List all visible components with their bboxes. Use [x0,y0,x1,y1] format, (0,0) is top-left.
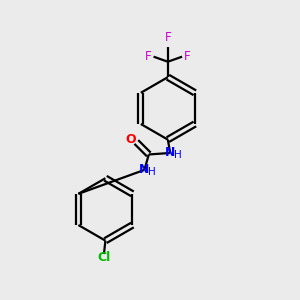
Text: F: F [184,50,191,63]
Text: N: N [165,146,175,160]
Text: N: N [139,164,149,176]
Text: F: F [164,32,171,44]
Text: Cl: Cl [97,251,111,264]
Text: H: H [174,150,182,160]
Text: H: H [148,167,156,177]
Text: F: F [145,50,152,63]
Text: O: O [126,133,136,146]
